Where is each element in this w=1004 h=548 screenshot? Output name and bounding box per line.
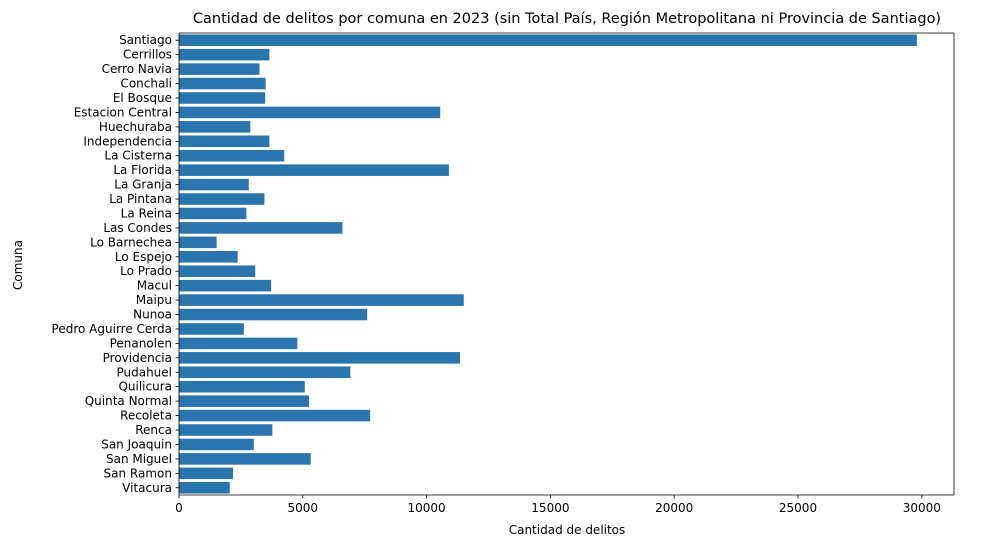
- bar-san-miguel: [179, 453, 311, 465]
- y-tick-label-la-cisterna: La Cisterna: [104, 149, 172, 163]
- bar-conchali: [179, 77, 266, 90]
- x-tick-label-15000: 15000: [531, 501, 569, 515]
- y-tick-label-la-reina: La Reina: [121, 206, 172, 220]
- bar-renca: [179, 424, 273, 436]
- x-tick-label-10000: 10000: [408, 501, 446, 515]
- y-tick-label-maipu: Maipu: [136, 293, 172, 307]
- bar-la-reina: [179, 207, 247, 220]
- bar-lo-espejo: [179, 251, 238, 263]
- bar-cerrillos: [179, 48, 270, 61]
- bar-lo-prado: [179, 265, 256, 277]
- bar-el-bosque: [179, 92, 266, 104]
- x-tick-label-20000: 20000: [655, 501, 693, 515]
- bar-san-joaquin: [179, 438, 254, 451]
- y-axis-title: Comuna: [11, 240, 25, 290]
- bar-penanolen: [179, 337, 298, 350]
- bar-pedro-aguirre-cerda: [179, 323, 244, 335]
- y-tick-label-cerro-navia: Cerro Navia: [102, 62, 172, 76]
- bar-la-pintana: [179, 193, 265, 205]
- y-tick-label-san-joaquin: San Joaquin: [101, 437, 172, 451]
- bar-la-granja: [179, 178, 249, 191]
- bar-providencia: [179, 352, 461, 364]
- chart-title: Cantidad de delitos por comuna en 2023 (…: [193, 11, 941, 27]
- x-ticks: 0 5000 10000 15000 20000 25000 30000: [175, 495, 941, 515]
- x-tick-label-25000: 25000: [779, 501, 817, 515]
- bar-cerro-navia: [179, 63, 260, 75]
- y-tick-label-el-bosque: El Bosque: [113, 91, 172, 105]
- bar-quinta-normal: [179, 395, 309, 407]
- bar-la-cisterna: [179, 149, 285, 162]
- bar-santiago: [179, 34, 917, 46]
- bar-vitacura: [179, 482, 230, 494]
- y-tick-label-independencia: Independencia: [83, 134, 172, 148]
- bar-maipu: [179, 294, 464, 306]
- y-tick-label-la-pintana: La Pintana: [109, 192, 172, 206]
- y-tick-label-renca: Renca: [135, 423, 172, 437]
- y-tick-label-cerrillos: Cerrillos: [123, 48, 172, 62]
- y-tick-label-lo-espejo: Lo Espejo: [115, 250, 172, 264]
- y-tick-label-providencia: Providencia: [103, 351, 172, 365]
- y-tick-label-san-ramon: San Ramon: [104, 466, 172, 480]
- y-tick-label-san-miguel: San Miguel: [106, 452, 172, 466]
- y-tick-label-pudahuel: Pudahuel: [116, 365, 172, 379]
- bar-lo-barnechea: [179, 236, 217, 249]
- y-tick-label-macul: Macul: [137, 279, 172, 293]
- y-tick-label-santiago: Santiago: [119, 33, 172, 47]
- y-tick-label-la-granja: La Granja: [114, 178, 172, 192]
- bar-macul: [179, 279, 272, 292]
- bar-san-ramon: [179, 467, 233, 480]
- y-tick-label-recoleta: Recoleta: [120, 409, 172, 423]
- x-tick-label-30000: 30000: [903, 501, 941, 515]
- y-tick-label-la-florida: La Florida: [113, 163, 172, 177]
- y-tick-label-quinta-normal: Quinta Normal: [85, 394, 172, 408]
- y-tick-label-quilicura: Quilicura: [118, 380, 172, 394]
- y-tick-label-lo-prado: Lo Prado: [120, 264, 172, 278]
- bars: [179, 34, 917, 494]
- bar-pudahuel: [179, 366, 351, 379]
- x-tick-label-5000: 5000: [288, 501, 319, 515]
- y-tick-label-conchali: Conchali: [120, 77, 172, 91]
- bar-independencia: [179, 135, 270, 148]
- x-axis-title: Cantidad de delitos: [509, 523, 626, 537]
- y-tick-label-estacion-central: Estacion Central: [74, 105, 172, 119]
- bar-la-florida: [179, 164, 449, 176]
- y-tick-label-pedro-aguirre-cerda: Pedro Aguirre Cerda: [52, 322, 172, 336]
- y-tick-label-las-condes: Las Condes: [103, 221, 172, 235]
- bar-quilicura: [179, 380, 305, 393]
- x-tick-label-0: 0: [175, 501, 183, 515]
- bar-estacion-central: [179, 106, 441, 119]
- bar-recoleta: [179, 409, 371, 422]
- bar-huechuraba: [179, 121, 251, 133]
- bar-las-condes: [179, 222, 343, 234]
- y-tick-label-nunoa: Nunoa: [133, 308, 172, 322]
- y-tick-label-huechuraba: Huechuraba: [99, 120, 172, 134]
- y-tick-label-penanolen: Penanolen: [110, 336, 172, 350]
- y-tick-label-vitacura: Vitacura: [122, 481, 172, 495]
- bar-nunoa: [179, 308, 368, 321]
- y-tick-label-lo-barnechea: Lo Barnechea: [90, 235, 172, 249]
